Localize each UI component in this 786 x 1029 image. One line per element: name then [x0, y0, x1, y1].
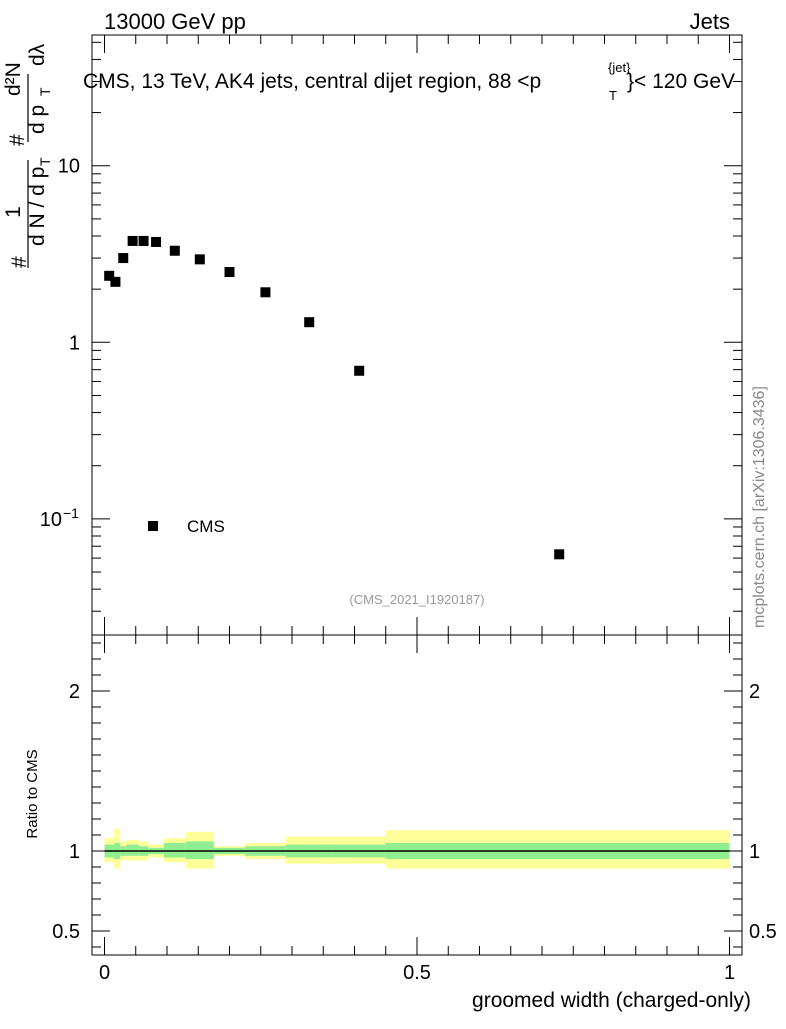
- data-point: [304, 317, 315, 328]
- data-point: [194, 254, 205, 265]
- main-title-main: CMS, 13 TeV, AK4 jets, central dijet reg…: [83, 70, 541, 93]
- ratio-band-inner: [126, 844, 139, 856]
- ylabel-hash: #: [8, 256, 31, 268]
- ylabel-hash-2: #: [6, 134, 29, 146]
- legend-label: CMS: [187, 517, 225, 536]
- data-point: [224, 267, 235, 278]
- main-y-tick-exponent: −1: [63, 505, 79, 521]
- main-data-points: [104, 235, 565, 560]
- ratio-y-tick-label: 1: [69, 841, 80, 863]
- data-point: [127, 235, 138, 246]
- x-tick-label: 0.5: [403, 962, 431, 984]
- analysis-id: (CMS_2021_I1920187): [349, 592, 484, 607]
- main-title: CMS, 13 TeV, AK4 jets, central dijet reg…: [83, 70, 541, 93]
- ratio-axis-ticks: 0.5 0.5 1 1 2 2 0 0.5 1: [52, 635, 777, 984]
- ylabel-num: d²N: [2, 62, 25, 96]
- ylabel-den-sub: T: [37, 157, 53, 166]
- ratio-band-inner: [163, 843, 186, 858]
- ylabel-lambda: dλ: [26, 43, 49, 66]
- main-title-tail: }< 120 GeV: [627, 70, 735, 93]
- ratio-plot-frame: [91, 634, 743, 956]
- watermark: mcplots.cern.ch [arXiv:1306.3436]: [751, 386, 768, 628]
- ratio-y-axis-label: Ratio to CMS: [24, 749, 41, 838]
- data-point: [110, 276, 121, 287]
- header-right: Jets: [690, 9, 730, 34]
- ratio-band-inner: [185, 841, 214, 859]
- header-left: 13000 GeV pp: [104, 9, 246, 34]
- data-point: [260, 287, 271, 298]
- main-plot-frame: [91, 34, 743, 636]
- ylabel-den: d N / d p: [26, 167, 49, 246]
- x-tick-label: 0: [99, 962, 110, 984]
- main-y-tick-label: 10: [40, 509, 62, 531]
- main-y-axis-label: # 1 d N / d p T # d²N d p T dλ: [2, 43, 53, 268]
- ratio-y-tick-label: 0.5: [52, 921, 80, 943]
- ylabel-one: 1: [2, 206, 25, 218]
- main-y-tick-label: 1: [69, 332, 80, 354]
- ratio-bands: [104, 828, 730, 869]
- ratio-y-tick-label-right: 1: [749, 841, 760, 863]
- data-point: [554, 549, 565, 560]
- main-title-sup: {jet}: [608, 60, 631, 75]
- data-point: [138, 235, 149, 246]
- ylabel-num-den: d p: [26, 105, 49, 134]
- x-axis-label: groomed width (charged-only): [472, 989, 751, 1012]
- data-point: [104, 270, 115, 281]
- data-point: [118, 253, 129, 264]
- x-tick-label: 1: [724, 962, 735, 984]
- data-point: [354, 365, 365, 376]
- ylabel-num-den-sub: T: [37, 87, 53, 96]
- main-y-tick-label: 10: [58, 156, 80, 178]
- data-point: [169, 245, 180, 256]
- data-point: [151, 236, 162, 247]
- legend-marker: [148, 521, 158, 531]
- ratio-y-tick-label-right: 2: [749, 681, 760, 703]
- ratio-y-tick-label-right: 0.5: [749, 921, 777, 943]
- ratio-y-tick-label: 2: [69, 681, 80, 703]
- main-title-sub: T: [609, 88, 617, 103]
